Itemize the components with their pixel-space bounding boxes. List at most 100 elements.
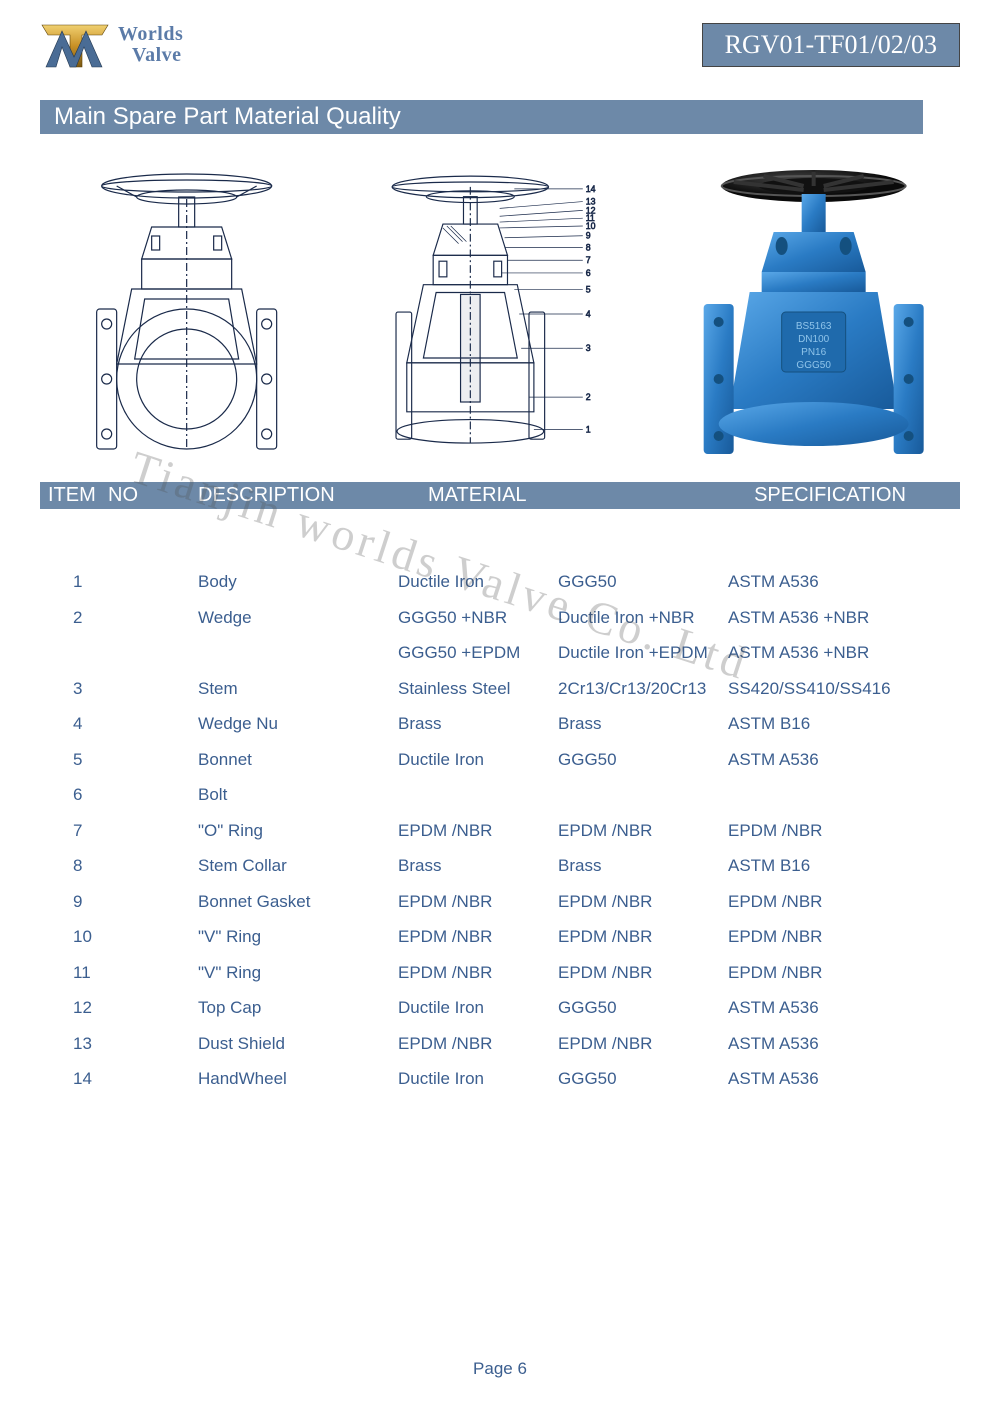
valve-section-svg: 14 13 12 11 10 9 8 7 6 5 4 3 2 1 (353, 164, 646, 464)
cell-no: 14 (48, 1066, 198, 1092)
cell-mat3: ASTM A536 (728, 1031, 952, 1057)
diagram-front (40, 164, 333, 464)
cell-mat3 (728, 782, 952, 808)
cell-desc: HandWheel (198, 1066, 398, 1092)
cell-mat3: EPDM /NBR (728, 889, 952, 915)
cell-mat2: EPDM /NBR (558, 924, 728, 950)
svg-text:10: 10 (586, 221, 596, 231)
cell-desc: Wedge (198, 605, 398, 631)
cell-no: 7 (48, 818, 198, 844)
cell-no: 5 (48, 747, 198, 773)
cell-desc: "V" Ring (198, 960, 398, 986)
cell-desc: Dust Shield (198, 1031, 398, 1057)
svg-text:5: 5 (586, 284, 591, 294)
cell-mat1: Ductile Iron (398, 747, 558, 773)
cell-no: 8 (48, 853, 198, 879)
svg-text:1: 1 (586, 424, 591, 434)
cell-mat1: EPDM /NBR (398, 924, 558, 950)
cell-mat3: ASTM A536 +NBR (728, 640, 952, 666)
cell-no: 3 (48, 676, 198, 702)
table-row: 7"O" RingEPDM /NBREPDM /NBREPDM /NBR (40, 813, 960, 849)
th-specification: SPECIFICATION (708, 484, 952, 507)
section-title: Main Spare Part Material Quality (40, 100, 923, 134)
cell-mat3: ASTM B16 (728, 853, 952, 879)
cell-no: 1 (48, 569, 198, 595)
cell-mat2: Brass (558, 711, 728, 737)
svg-text:7: 7 (586, 255, 591, 265)
table-row: 2WedgeGGG50 +NBRDuctile Iron +NBRASTM A5… (40, 600, 960, 636)
table-row: 5BonnetDuctile IronGGG50ASTM A536 (40, 742, 960, 778)
logo-text: Worlds Valve (118, 24, 183, 66)
cell-no: 9 (48, 889, 198, 915)
cell-desc: "V" Ring (198, 924, 398, 950)
table-row: GGG50 +EPDMDuctile Iron +EPDMASTM A536 +… (40, 635, 960, 671)
cell-no: 6 (48, 782, 198, 808)
cell-mat1: Brass (398, 853, 558, 879)
cell-mat3: ASTM A536 (728, 995, 952, 1021)
svg-text:GGG50: GGG50 (796, 360, 831, 371)
cell-mat2: EPDM /NBR (558, 818, 728, 844)
valve-front-svg (40, 164, 333, 464)
cell-no: 12 (48, 995, 198, 1021)
cell-mat2: EPDM /NBR (558, 1031, 728, 1057)
cell-mat3: EPDM /NBR (728, 924, 952, 950)
cell-mat1: Stainless Steel (398, 676, 558, 702)
svg-text:4: 4 (586, 309, 591, 319)
svg-text:8: 8 (586, 242, 591, 252)
logo-icon (40, 19, 110, 71)
table-row: 11"V" RingEPDM /NBREPDM /NBREPDM /NBR (40, 955, 960, 991)
cell-mat2: Brass (558, 853, 728, 879)
table-row: 6Bolt (40, 777, 960, 813)
table-row: 4Wedge NuBrassBrassASTM B16 (40, 706, 960, 742)
page-footer: Page 6 (0, 1359, 1000, 1379)
cell-mat2: EPDM /NBR (558, 960, 728, 986)
table-row: 14HandWheelDuctile IronGGG50ASTM A536 (40, 1061, 960, 1097)
table-header: ITEM NO DESCRIPTION MATERIAL SPECIFICATI… (40, 482, 960, 509)
cell-mat3: ASTM A536 (728, 747, 952, 773)
cell-mat2: GGG50 (558, 569, 728, 595)
cell-no: 2 (48, 605, 198, 631)
diagrams-row: 14 13 12 11 10 9 8 7 6 5 4 3 2 1 (40, 164, 960, 464)
cell-desc: Wedge Nu (198, 711, 398, 737)
cell-mat1: Ductile Iron (398, 995, 558, 1021)
cell-mat2: Ductile Iron +NBR (558, 605, 728, 631)
svg-text:6: 6 (586, 268, 591, 278)
cell-mat1: Brass (398, 711, 558, 737)
cell-desc: Body (198, 569, 398, 595)
cell-mat2: GGG50 (558, 747, 728, 773)
logo-line2: Valve (118, 45, 183, 66)
cell-mat2: GGG50 (558, 1066, 728, 1092)
th-item: ITEM (48, 484, 108, 507)
table-row: 9Bonnet GasketEPDM /NBREPDM /NBREPDM /NB… (40, 884, 960, 920)
product-code: RGV01-TF01/02/03 (702, 23, 960, 67)
cell-mat1: EPDM /NBR (398, 960, 558, 986)
svg-text:BS5163: BS5163 (796, 321, 832, 332)
cell-no: 10 (48, 924, 198, 950)
table-row: 12Top CapDuctile IronGGG50ASTM A536 (40, 990, 960, 1026)
table-row: 3StemStainless Steel2Cr13/Cr13/20Cr13SS4… (40, 671, 960, 707)
logo-area: Worlds Valve (40, 19, 183, 71)
cell-no: 11 (48, 960, 198, 986)
cell-mat3: ASTM A536 (728, 1066, 952, 1092)
cell-mat2: EPDM /NBR (558, 889, 728, 915)
valve-photo-svg: BS5163 DN100 PN16 GGG50 (667, 164, 960, 464)
svg-text:14: 14 (586, 184, 596, 194)
cell-desc: "O" Ring (198, 818, 398, 844)
th-no: NO (108, 484, 198, 507)
page-header: Worlds Valve RGV01-TF01/02/03 (40, 15, 960, 75)
table-row: 8Stem CollarBrassBrassASTM B16 (40, 848, 960, 884)
svg-text:PN16: PN16 (801, 347, 826, 358)
cell-mat3: SS420/SS410/SS416 (728, 676, 952, 702)
cell-mat2 (558, 782, 728, 808)
cell-mat1: GGG50 +NBR (398, 605, 558, 631)
cell-desc: Stem (198, 676, 398, 702)
cell-no: 13 (48, 1031, 198, 1057)
cell-mat3: EPDM /NBR (728, 818, 952, 844)
svg-text:3: 3 (586, 343, 591, 353)
cell-mat3: ASTM A536 (728, 569, 952, 595)
svg-text:DN100: DN100 (798, 334, 830, 345)
cell-mat1: EPDM /NBR (398, 1031, 558, 1057)
diagram-photo: BS5163 DN100 PN16 GGG50 (667, 164, 960, 464)
diagram-section: 14 13 12 11 10 9 8 7 6 5 4 3 2 1 (353, 164, 646, 464)
table-row: 13Dust ShieldEPDM /NBREPDM /NBRASTM A536 (40, 1026, 960, 1062)
